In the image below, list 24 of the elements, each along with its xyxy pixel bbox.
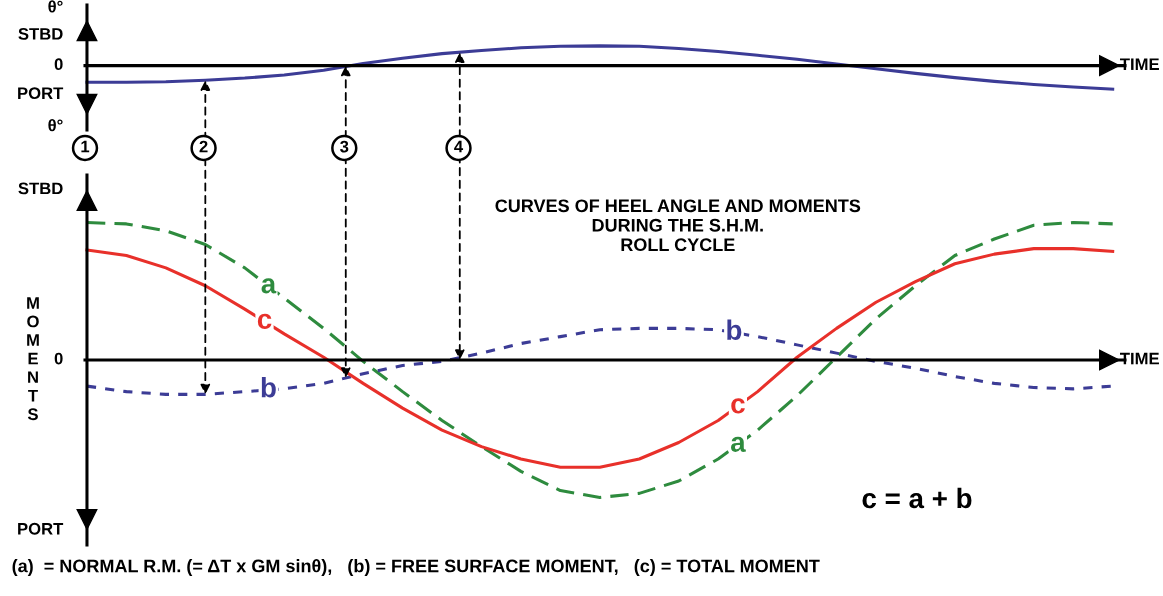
text: PORT <box>18 522 64 535</box>
text: 0 <box>54 58 63 71</box>
text: c <box>257 313 272 329</box>
y-axis-title: MOMENTS <box>27 297 39 421</box>
text: STBD <box>18 27 63 40</box>
text: PORT <box>18 87 64 100</box>
chart-title: CURVES OF HEEL ANGLE AND MOMENTS DURING THE S.H.M. ROLL CYCLE <box>495 199 861 252</box>
x-axis-title: TIME <box>1120 58 1159 70</box>
x-axis-title: TIME <box>1120 352 1159 365</box>
text: 2 <box>199 140 208 153</box>
text: b <box>261 377 276 398</box>
series-label: a <box>731 436 746 453</box>
text: (a) = NORMAL R.M. (= ΔT x GM sinθ), (b) = FREE SURFACE MOMENT, (c) = TOTAL MOMENT <box>12 559 820 576</box>
annotation: c = a + b <box>862 487 972 509</box>
text: 1 <box>81 140 90 153</box>
text: STBD <box>18 182 63 195</box>
text: a <box>261 278 277 294</box>
text: 4 <box>454 140 464 153</box>
series-label: c <box>731 398 745 414</box>
text: 3 <box>340 140 349 153</box>
text: θ° <box>48 0 63 13</box>
text: 0 <box>54 352 63 365</box>
series-label: b <box>727 319 742 340</box>
text: θ° <box>48 119 63 132</box>
